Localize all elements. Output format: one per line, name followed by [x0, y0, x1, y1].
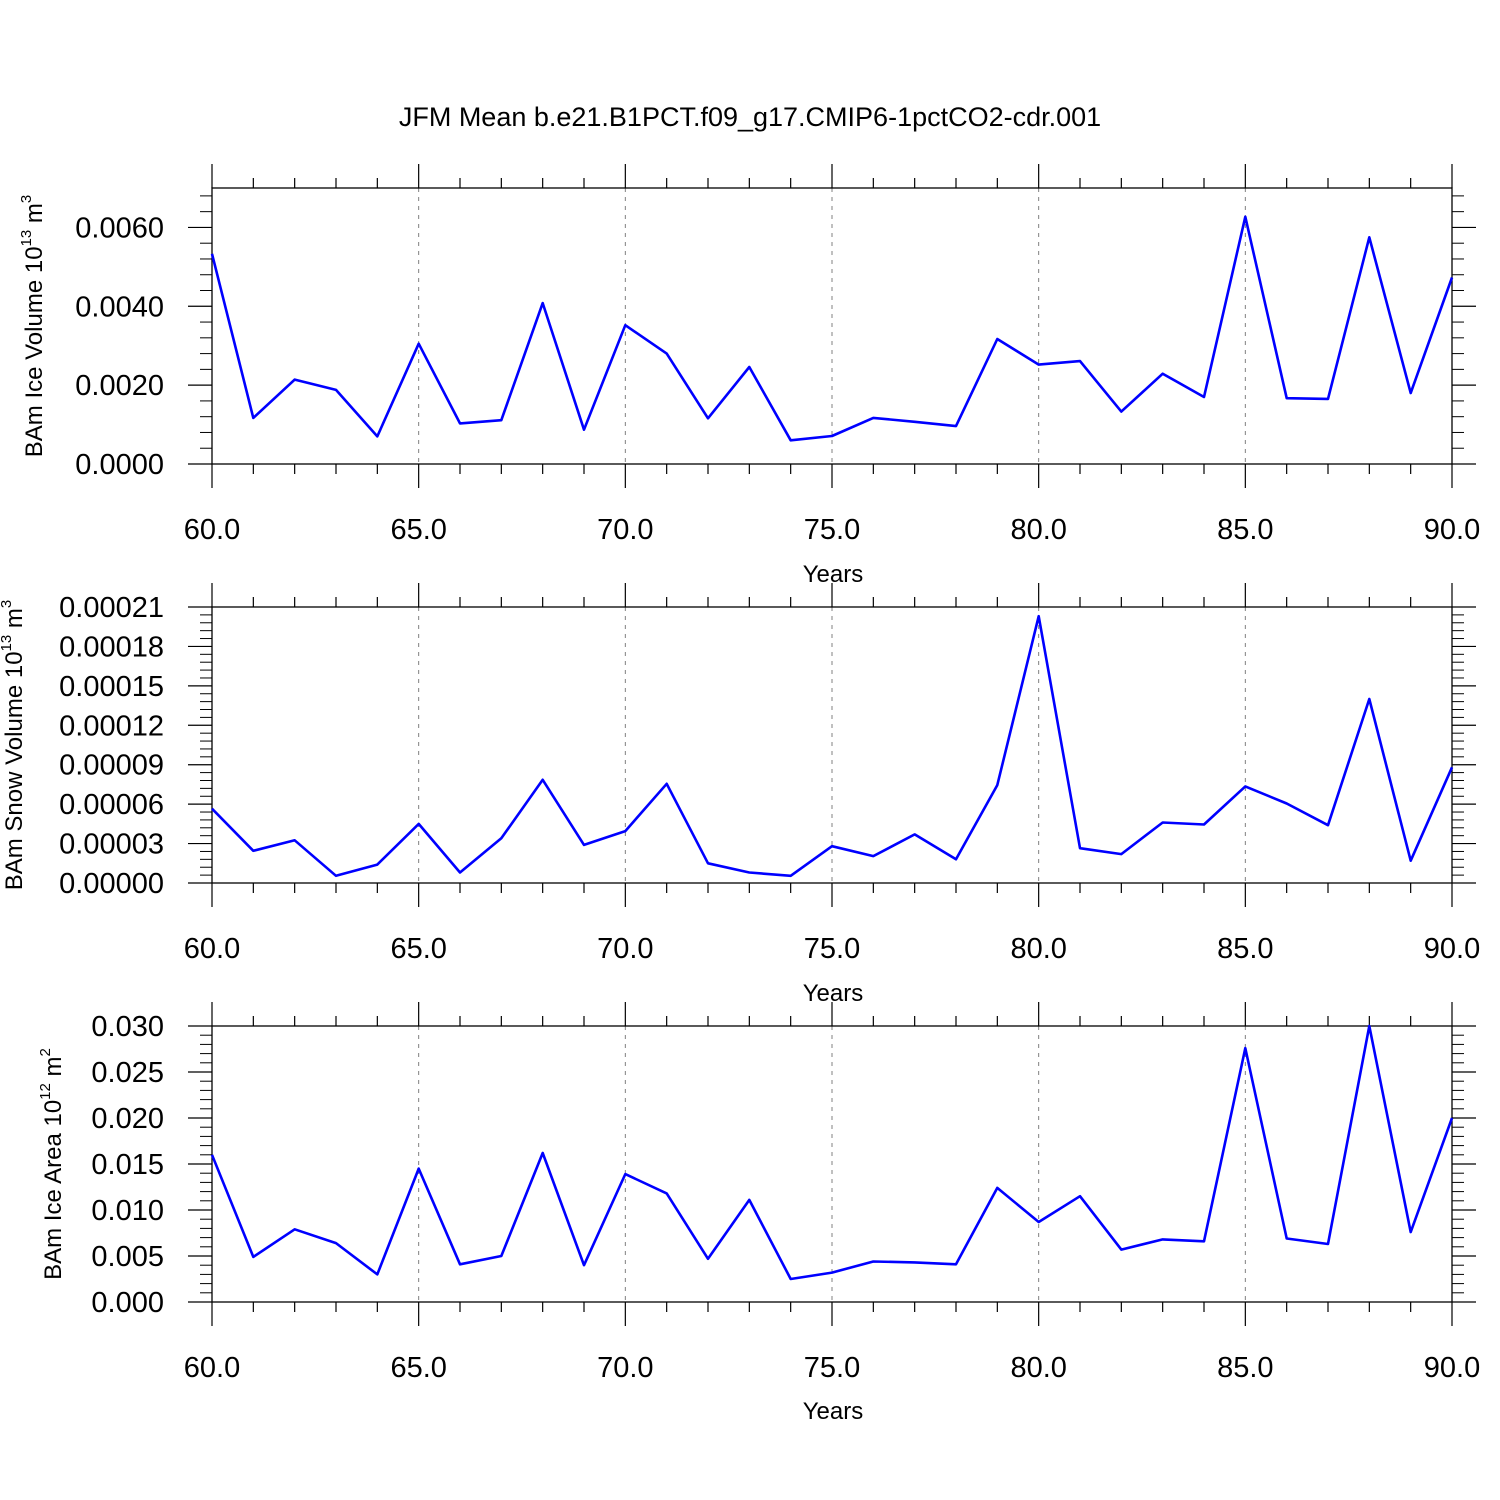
panel-ice-volume-ylabel-sup2: 3: [18, 195, 35, 203]
panel-snow-volume-xtick-label: 70.0: [597, 933, 653, 965]
panel-ice-area-xtick-label: 65.0: [390, 1352, 446, 1384]
panel-ice-volume-series-line: [210, 215, 1454, 442]
panel-ice-area-ylabel-sup2: 2: [37, 1048, 54, 1056]
panel-ice-volume-xtick-label: 75.0: [804, 514, 860, 546]
panel-snow-volume-ytick-label: 0.00003: [59, 829, 164, 861]
panel-ice-volume-xtick-label: 65.0: [390, 514, 446, 546]
panel-ice-area-ytick-label: 0.005: [91, 1241, 164, 1273]
panel-ice-volume-ylabel-mid: m: [21, 203, 48, 230]
panel-snow-volume-xtick-label: 85.0: [1217, 933, 1273, 965]
panel-ice-volume: BAm Ice Volume 1013 m3 Years 60.0 65.0 70.…: [18, 164, 1480, 588]
panel-snow-volume-ytick-label: 0.00009: [59, 750, 164, 782]
panel-snow-volume-ylabel-mid: m: [1, 608, 28, 635]
panel-ice-area-xtick-label: 60.0: [184, 1352, 240, 1384]
panel-ice-area-ytick-label: 0.000: [91, 1287, 164, 1319]
panel-ice-area-ytick-label: 0.025: [91, 1057, 164, 1089]
panel-ice-area-xtick-label: 80.0: [1010, 1352, 1066, 1384]
panel-ice-area-ytick-label: 0.015: [91, 1149, 164, 1181]
panel-ice-area-ylabel: BAm Ice Area 1012 m2: [37, 1048, 67, 1280]
panel-ice-volume-xtick-label: 80.0: [1010, 514, 1066, 546]
panel-ice-volume-xtick-label: 90.0: [1424, 514, 1480, 546]
panel-snow-volume-ylabel: BAm Snow Volume 1013 m3: [0, 600, 28, 891]
panel-ice-volume-ylabel-main: BAm Ice Volume 10: [21, 246, 48, 457]
panel-ice-area-ylabel-sup1: 12: [37, 1083, 54, 1100]
panel-snow-volume-ylabel-main: BAm Snow Volume 10: [1, 651, 28, 890]
panel-ice-area-xlabel: Years: [803, 1398, 864, 1425]
panel-snow-volume-xtick-label: 90.0: [1424, 933, 1480, 965]
figure-title: JFM Mean b.e21.B1PCT.f09_g17.CMIP6-1pctC…: [399, 102, 1101, 132]
panel-snow-volume-xtick-label: 80.0: [1010, 933, 1066, 965]
panel-snow-volume-ytick-label: 0.00018: [59, 631, 164, 663]
panel-ice-volume-ylabel-sup1: 13: [18, 230, 35, 247]
panel-snow-volume-ytick-label: 0.00021: [59, 592, 164, 624]
panel-ice-area-xtick-label: 70.0: [597, 1352, 653, 1384]
panel-ice-volume-xlabel: Years: [803, 561, 864, 588]
panel-ice-volume-ytick-label: 0.0060: [75, 212, 164, 244]
panel-ice-volume-ytick-label: 0.0020: [75, 370, 164, 402]
panel-ice-area-xtick-label: 75.0: [804, 1352, 860, 1384]
panel-ice-area-ytick-label: 0.030: [91, 1011, 164, 1043]
panel-snow-volume: BAm Snow Volume 1013 m3 Years 60.0 65.0 70…: [0, 583, 1480, 1007]
panel-ice-volume-ylabel: BAm Ice Volume 1013 m3: [18, 195, 48, 457]
panel-snow-volume-xtick-label: 65.0: [390, 933, 446, 965]
panel-ice-area-xtick-label: 85.0: [1217, 1352, 1273, 1384]
panel-snow-volume-xlabel: Years: [803, 980, 864, 1007]
panel-snow-volume-ytick-label: 0.00012: [59, 710, 164, 742]
panel-snow-volume-xtick-label: 60.0: [184, 933, 240, 965]
panel-snow-volume-ytick-label: 0.00006: [59, 789, 164, 821]
panel-ice-volume-xtick-label: 85.0: [1217, 514, 1273, 546]
panel-snow-volume-series-line: [211, 614, 1454, 878]
panel-snow-volume-xtick-label: 75.0: [804, 933, 860, 965]
panel-ice-volume-ytick-label: 0.0040: [75, 291, 164, 323]
panel-snow-volume-ytick-label: 0.00015: [59, 671, 164, 703]
panel-ice-area-ylabel-main: BAm Ice Area 10: [40, 1100, 67, 1280]
panel-snow-volume-ylabel-sup2: 3: [0, 600, 15, 608]
panel-snow-volume-ytick-label: 0.00000: [59, 868, 164, 900]
panel-ice-area-ytick-label: 0.010: [91, 1195, 164, 1227]
panel-ice-volume-xtick-label: 60.0: [184, 514, 240, 546]
panel-ice-area-series-line: [210, 1024, 1454, 1281]
panel-ice-area: BAm Ice Area 1012 m2 Years 60.0 65.0 70.0 7…: [37, 1002, 1480, 1425]
panel-ice-area-xtick-label: 90.0: [1424, 1352, 1480, 1384]
panel-ice-area-ytick-label: 0.020: [91, 1103, 164, 1135]
panel-ice-volume-ytick-label: 0.0000: [75, 449, 164, 481]
panel-snow-volume-ylabel-sup1: 13: [0, 635, 15, 652]
panel-ice-area-ylabel-mid: m: [40, 1056, 67, 1083]
panel-ice-volume-xtick-label: 70.0: [597, 514, 653, 546]
